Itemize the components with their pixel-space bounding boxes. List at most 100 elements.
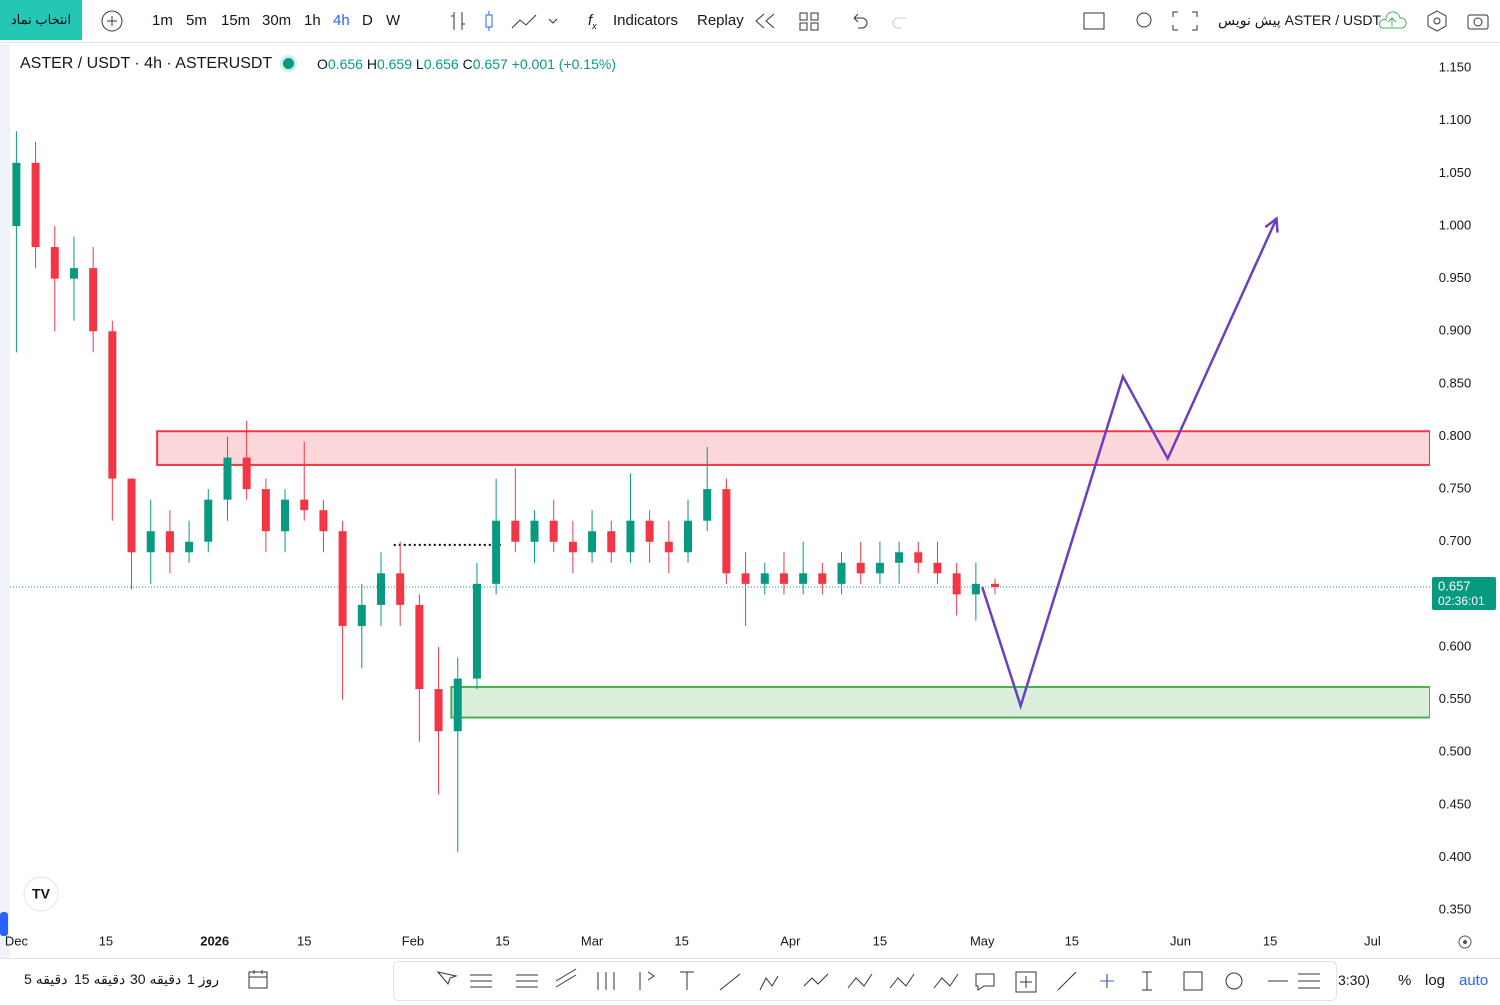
- ohlc-value: 0.656: [327, 56, 363, 72]
- top-toolbar: انتخاب نماد 1m 5m 15m 30m 1h 4h D W fx Indicato…: [0, 0, 1500, 43]
- drawing-tools[interactable]: [394, 962, 1336, 1000]
- candle-body: [779, 573, 788, 584]
- ohlc-value: 0.659: [376, 56, 412, 72]
- candle-body: [991, 583, 1000, 588]
- bottom-toolbar: 5 دقیقه 15 دقیقه 30 دقیقه 1 روز 3:30) % log…: [0, 958, 1500, 1001]
- left-edge: [0, 44, 10, 958]
- candle-body: [568, 541, 577, 553]
- percent-toggle[interactable]: %: [1398, 972, 1412, 989]
- range[interactable]: 5 دقیقه: [24, 971, 68, 987]
- log-toggle[interactable]: log: [1425, 972, 1446, 989]
- ohlc-label: C: [462, 56, 473, 72]
- candle-body: [108, 331, 117, 479]
- indicators[interactable]: Indicators: [613, 12, 679, 29]
- range[interactable]: 15 دقیقه: [74, 971, 126, 987]
- tool-icons[interactable]: [750, 8, 910, 34]
- interval[interactable]: 15m: [221, 12, 251, 29]
- chart-type-icons[interactable]: [446, 8, 586, 34]
- candle-body: [12, 162, 21, 227]
- y-tick-label: 0.800: [1439, 428, 1472, 443]
- candle-body: [319, 510, 328, 532]
- candle-body: [472, 583, 481, 679]
- x-tick-label: May: [970, 933, 995, 948]
- interval[interactable]: 5m: [186, 12, 207, 29]
- candle-body: [837, 562, 846, 584]
- candle-body: [511, 520, 520, 542]
- auto-toggle[interactable]: auto: [1459, 972, 1489, 989]
- candle-body: [684, 520, 693, 553]
- candle-body: [741, 573, 750, 584]
- candle-body: [549, 520, 558, 542]
- x-tick-label: 2026: [200, 933, 229, 948]
- interval[interactable]: 1h: [304, 12, 321, 29]
- candle-body: [722, 489, 731, 574]
- fx-icon[interactable]: fx: [588, 12, 597, 31]
- x-tick-label: Apr: [780, 933, 801, 948]
- date-range-icon[interactable]: [246, 968, 272, 992]
- settings-icon[interactable]: [1458, 935, 1472, 949]
- logo: [23, 876, 59, 912]
- clock: 3:30): [1338, 972, 1370, 988]
- candle-body: [799, 573, 808, 584]
- interval[interactable]: D: [362, 12, 373, 29]
- right-icons[interactable]: [1376, 8, 1496, 34]
- candle-body: [185, 541, 194, 553]
- layout-name[interactable]: پیش نویس ASTER / USDT: [1218, 12, 1382, 28]
- interval[interactable]: 30m: [262, 12, 292, 29]
- candle-body: [69, 268, 78, 279]
- y-tick-label: 0.400: [1439, 849, 1472, 864]
- x-tick-label: Feb: [402, 933, 424, 948]
- candle-body: [453, 678, 462, 732]
- view-icons[interactable]: [1082, 8, 1212, 34]
- y-tick-label: 1.050: [1439, 165, 1472, 180]
- candle-body: [146, 531, 155, 553]
- y-tick-label: 0.900: [1439, 323, 1472, 338]
- y-tick-label: 0.450: [1439, 796, 1472, 811]
- y-tick-label: 0.350: [1439, 902, 1472, 917]
- replay[interactable]: Replay: [697, 12, 744, 29]
- candle-body: [971, 583, 980, 595]
- range[interactable]: 1 روز: [187, 971, 219, 987]
- candle-body: [895, 552, 904, 563]
- status-dot: [283, 58, 294, 69]
- countdown: 02:36:01: [1438, 594, 1485, 608]
- ohlc-value: 0.656: [423, 56, 459, 72]
- x-tick-label: 15: [1263, 933, 1277, 948]
- change: +0.001 (+0.15%): [511, 56, 616, 72]
- candle-body: [818, 573, 827, 584]
- x-tick-label: Jul: [1364, 933, 1381, 948]
- candle-body: [530, 520, 539, 542]
- candle-body: [281, 499, 290, 532]
- add-icon[interactable]: [100, 9, 124, 33]
- ohlc-value: 0.657: [472, 56, 508, 72]
- y-tick-label: 1.150: [1439, 60, 1472, 75]
- candle-body: [300, 499, 309, 511]
- projection: [981, 218, 1278, 711]
- candle-body: [914, 552, 923, 563]
- logo-mark: TV: [32, 886, 51, 902]
- candle-body: [664, 541, 673, 553]
- x-tick-label: Jun: [1170, 933, 1191, 948]
- interval[interactable]: W: [386, 12, 401, 29]
- y-tick-label: 0.750: [1439, 481, 1472, 496]
- side-toggle[interactable]: [0, 912, 8, 936]
- y-tick-label: 0.700: [1439, 533, 1472, 548]
- x-tick-label: Dec: [5, 933, 29, 948]
- candle-body: [952, 573, 961, 595]
- candle-body: [223, 457, 232, 500]
- x-tick-label: 15: [297, 933, 311, 948]
- range[interactable]: 30 دقیقه: [130, 971, 182, 987]
- symbol-button[interactable]: انتخاب نماد: [0, 0, 82, 40]
- y-tick-label: 0.550: [1439, 691, 1472, 706]
- candle-body: [875, 562, 884, 574]
- y-tick-label: 1.000: [1439, 217, 1472, 232]
- candle-body: [933, 562, 942, 574]
- interval[interactable]: 4h: [333, 12, 350, 29]
- candle-body: [338, 531, 347, 626]
- candle-body: [261, 489, 270, 532]
- candle-body: [376, 573, 385, 605]
- candle-body: [127, 478, 136, 553]
- candle-body: [626, 520, 635, 553]
- interval[interactable]: 1m: [152, 12, 173, 29]
